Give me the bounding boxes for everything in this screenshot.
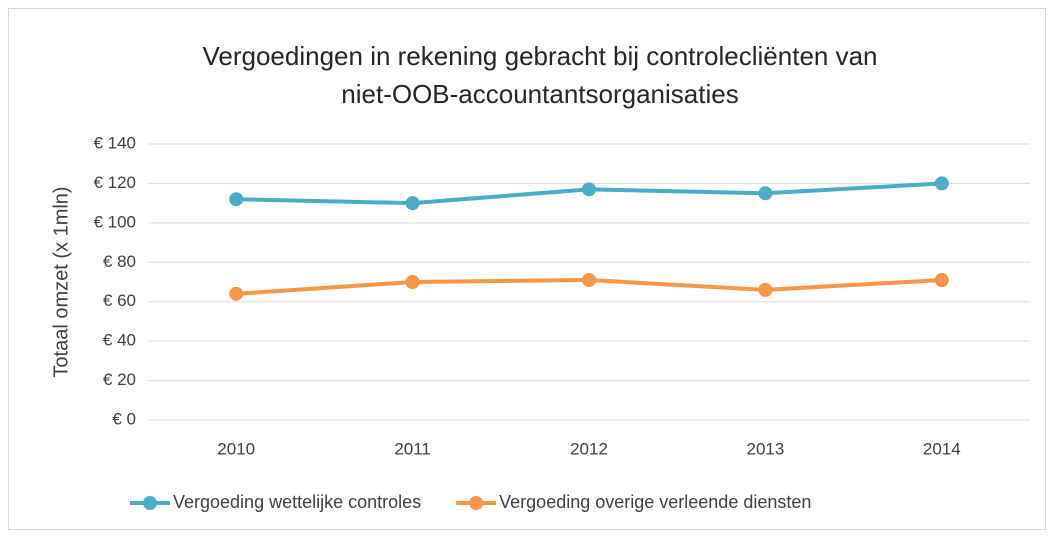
x-tick-label: 2010 xyxy=(217,439,255,458)
data-point xyxy=(934,176,949,191)
data-point xyxy=(405,275,420,289)
y-tick-label: € 100 xyxy=(93,212,136,231)
chart-title: Vergoedingen in rekening gebracht bij co… xyxy=(202,41,877,71)
legend-label: Vergoeding overige verleende diensten xyxy=(499,492,811,512)
x-tick-label: 2014 xyxy=(923,439,961,458)
data-point xyxy=(758,186,773,201)
x-tick-label: 2012 xyxy=(570,439,608,458)
data-point xyxy=(934,273,949,288)
y-tick-label: € 80 xyxy=(103,252,136,271)
y-axis-label: Totaal omzet (x 1mln) xyxy=(50,186,72,377)
y-tick-label: € 140 xyxy=(93,133,136,152)
chart-title: niet-OOB-accountantsorganisaties xyxy=(341,79,738,109)
data-point xyxy=(405,196,420,211)
x-tick-label: 2013 xyxy=(746,439,784,458)
y-tick-label: € 20 xyxy=(103,370,136,389)
data-point xyxy=(229,192,244,207)
data-point xyxy=(758,282,773,297)
legend-marker xyxy=(143,496,157,510)
data-point xyxy=(582,273,596,288)
y-tick-label: € 60 xyxy=(103,291,136,310)
chart-border xyxy=(8,8,1046,530)
legend-label: Vergoeding wettelijke controles xyxy=(173,492,421,512)
data-point xyxy=(582,182,596,197)
data-point xyxy=(229,286,244,301)
x-tick-label: 2011 xyxy=(394,439,431,458)
y-tick-label: € 40 xyxy=(103,331,136,350)
legend-marker xyxy=(469,496,484,510)
y-tick-label: € 120 xyxy=(93,173,136,192)
y-tick-label: € 0 xyxy=(112,409,136,428)
